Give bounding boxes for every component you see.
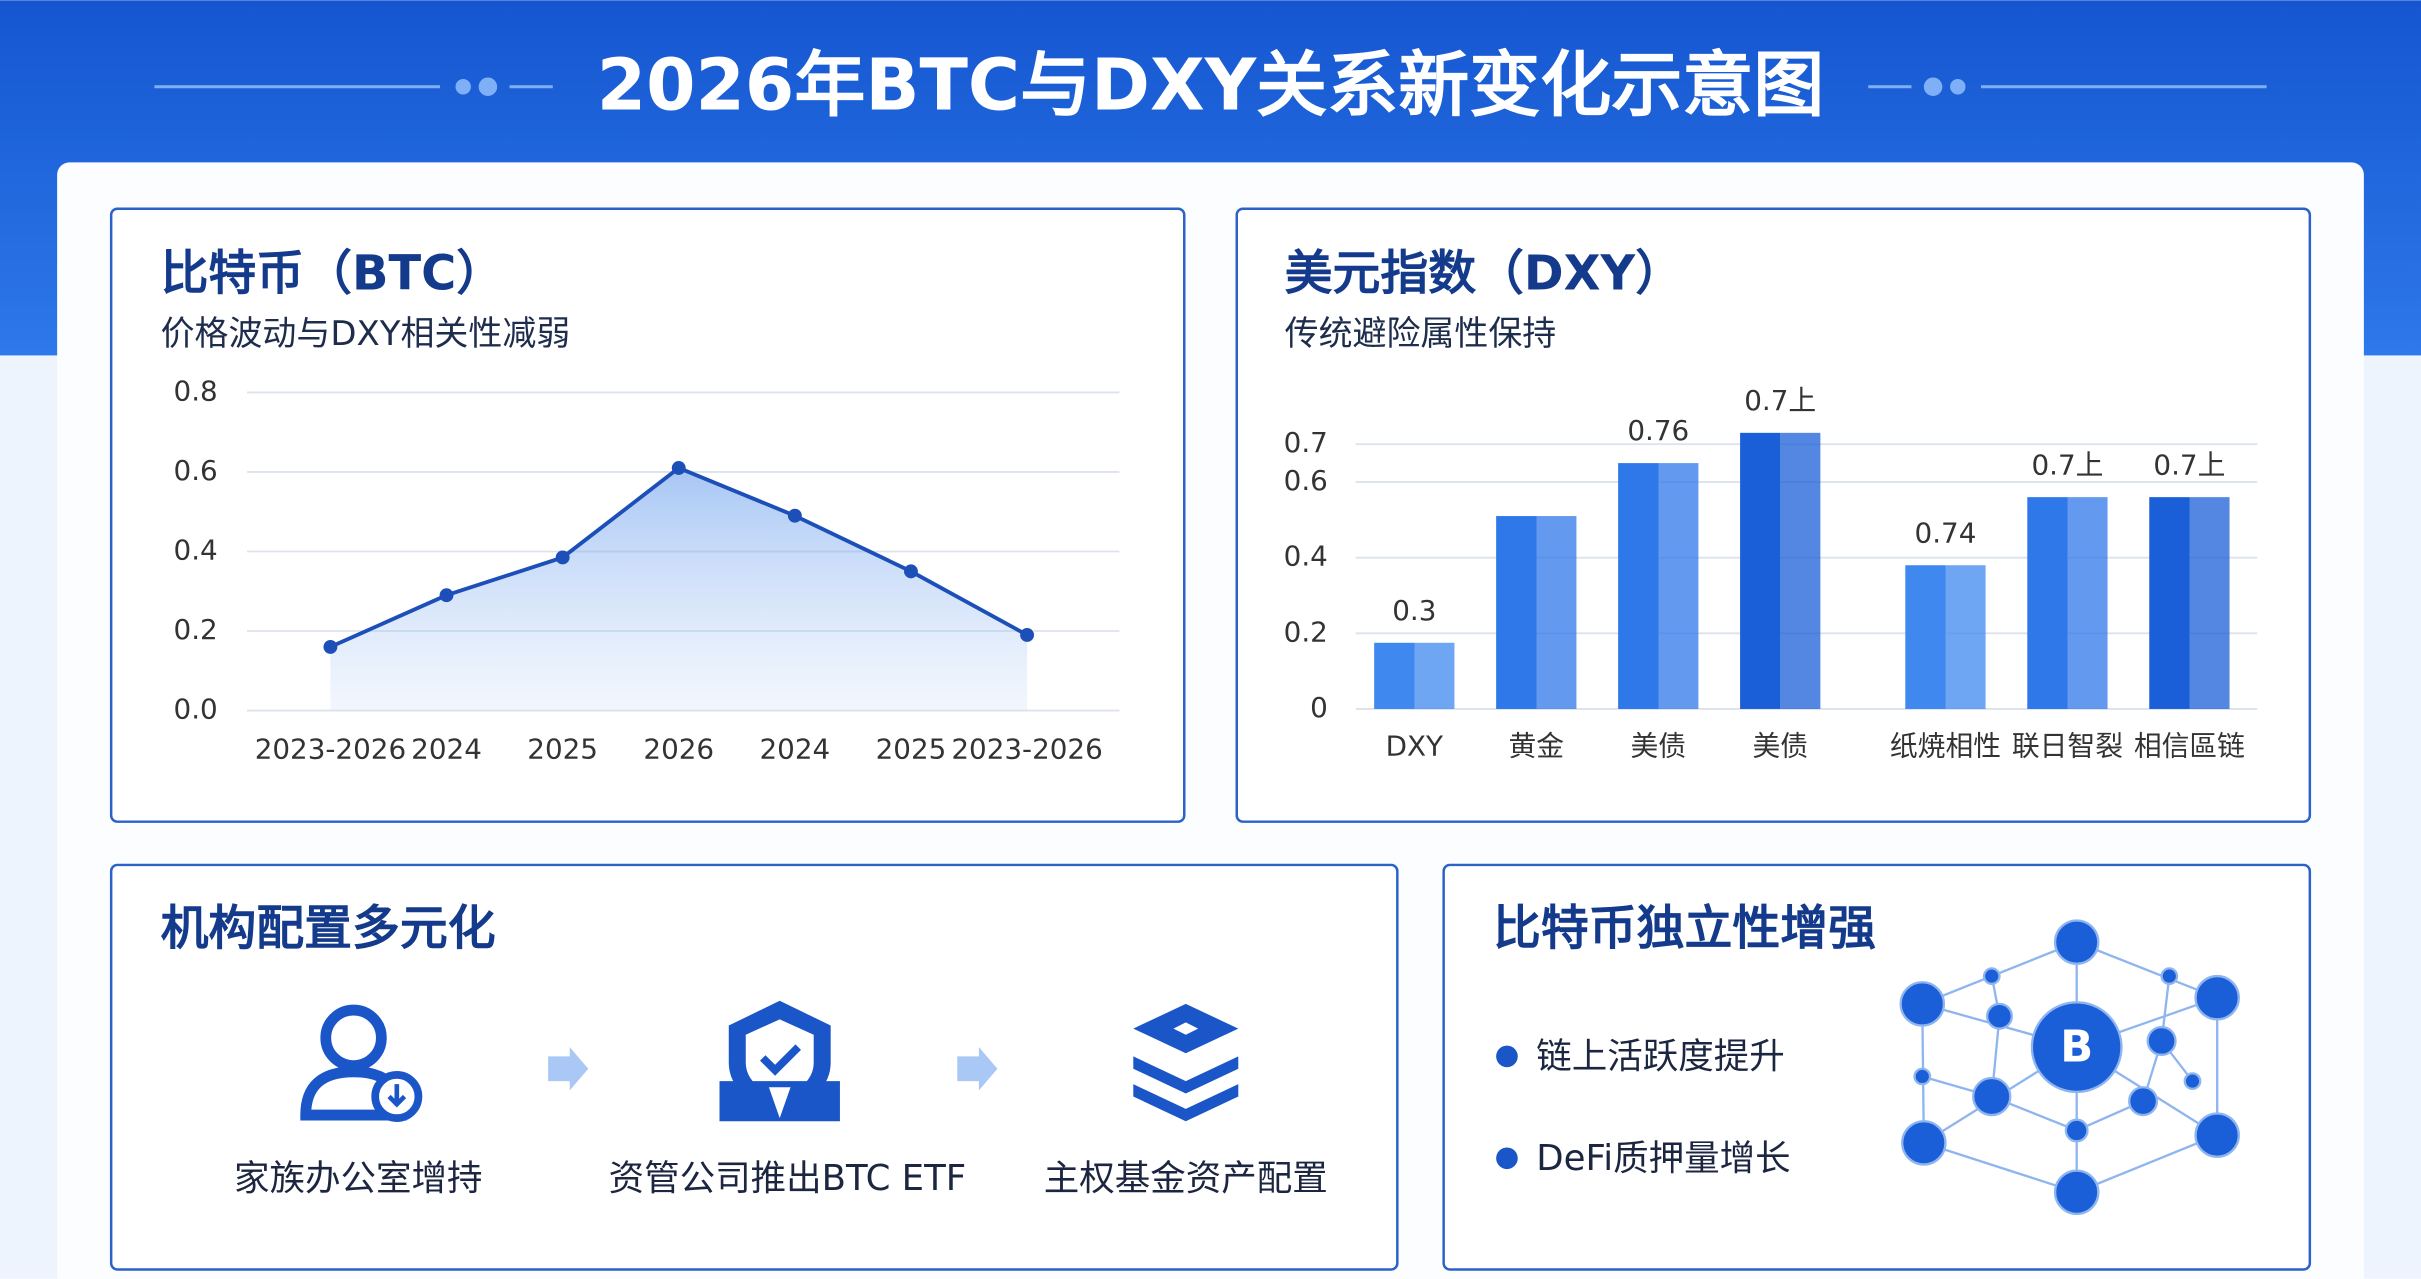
- panel-title: 比特币独立性增强: [1493, 901, 1876, 956]
- bar-label: 0.7上: [2153, 448, 2225, 481]
- institution-item: 主权基金资产配置: [1044, 1158, 1328, 1199]
- arrow-icon: [548, 1047, 589, 1091]
- x-tick-label: 美债: [1752, 730, 1808, 763]
- x-tick-label: 美债: [1630, 730, 1686, 763]
- bar-label: 0.74: [1915, 516, 1977, 549]
- panel-title: 机构配置多元化: [161, 901, 496, 956]
- bullet-text: 链上活跃度提升: [1536, 1036, 1785, 1077]
- family-office-icon: [300, 1004, 423, 1123]
- x-tick-label: 2025: [527, 733, 598, 766]
- panel-subtitle: 传统避险属性保持: [1285, 314, 1557, 354]
- network-icon: [1899, 919, 2240, 1216]
- x-tick-label: 联日智裂: [2012, 730, 2123, 763]
- bar: [2149, 497, 2230, 709]
- y-tick-label: 0.6: [174, 454, 218, 487]
- y-tick-label: 0.7: [1284, 426, 1328, 459]
- x-tick-label: 2026: [643, 733, 714, 766]
- x-tick-label: 2023-2026: [951, 733, 1102, 766]
- y-tick-label: 0.4: [1284, 540, 1328, 573]
- y-tick-label: 0.8: [174, 374, 218, 407]
- title-decoration: [154, 77, 2267, 97]
- institution-item: 家族办公室增持: [234, 1158, 483, 1199]
- bar: [1374, 642, 1455, 709]
- x-tick-label: 纸焼相性: [1890, 730, 2001, 763]
- y-tick-label: 0.0: [174, 693, 218, 726]
- point: [323, 639, 338, 654]
- x-tick-label: 黄金: [1509, 730, 1565, 763]
- panel-title: 美元指数（DXY）: [1285, 247, 1683, 302]
- x-tick-label: 2023-2026: [255, 733, 406, 766]
- bitcoin-symbol: B: [2060, 1023, 2093, 1073]
- x-tick-label: 2024: [411, 733, 482, 766]
- independence-panel: 比特币独立性增强 链上活跃度提升 DeFi质押量增长 B: [1442, 863, 2312, 1271]
- y-tick-label: 0.2: [1284, 615, 1328, 648]
- x-tick-label: 2024: [760, 733, 831, 766]
- area: [330, 467, 1028, 711]
- arrow-icon: [957, 1047, 998, 1091]
- asset-manager-icon: [719, 1000, 840, 1122]
- panel-frame: [1442, 863, 2312, 1271]
- point: [555, 550, 570, 565]
- bullet: [1496, 1147, 1518, 1170]
- bar: [2027, 497, 2108, 709]
- y-tick-label: 0.6: [1284, 464, 1328, 497]
- bullet-text: DeFi质押量增长: [1536, 1138, 1790, 1179]
- page-title: 2026年BTC与DXY关系新变化示意图: [597, 43, 1825, 126]
- point: [671, 461, 686, 475]
- institution-item: 资管公司推出BTC ETF: [609, 1158, 967, 1199]
- point: [787, 508, 802, 523]
- bar-label: 0.7上: [2031, 448, 2103, 481]
- bar-label: 0.76: [1627, 414, 1689, 447]
- dxy-panel: 美元指数（DXY） 传统避险属性保持 0 0.2 0.4 0.6 0.7 DXY 黄金 美债 美…: [1235, 207, 2312, 823]
- bar-label: 0.3: [1392, 594, 1436, 627]
- x-tick-label: 2025: [876, 733, 947, 766]
- point: [904, 564, 918, 579]
- point: [1020, 628, 1035, 642]
- x-tick-label: DXY: [1386, 730, 1444, 763]
- institutions-panel: 机构配置多元化 家族办公室增持 资管公司推出BTC ETF 主权基金资产配置: [109, 863, 1399, 1271]
- bar: [1740, 432, 1821, 709]
- panel-title: 比特币（BTC）: [161, 247, 505, 302]
- panel-subtitle: 价格波动与DXY相关性减弱: [161, 314, 571, 354]
- bullet: [1496, 1045, 1518, 1068]
- bar: [1496, 516, 1577, 709]
- x-tick-label: 相信區链: [2134, 730, 2245, 763]
- bar: [1905, 565, 1986, 709]
- btc-panel: 比特币（BTC） 价格波动与DXY相关性减弱 0.0 0.2 0.4 0.6 0.8 20…: [109, 207, 1186, 823]
- point: [439, 588, 454, 603]
- y-tick-label: 0: [1310, 691, 1328, 724]
- y-tick-label: 0.4: [174, 533, 218, 566]
- bar-label: 0.7上: [1744, 384, 1816, 417]
- bar: [1618, 463, 1699, 709]
- y-tick-label: 0.2: [174, 613, 218, 646]
